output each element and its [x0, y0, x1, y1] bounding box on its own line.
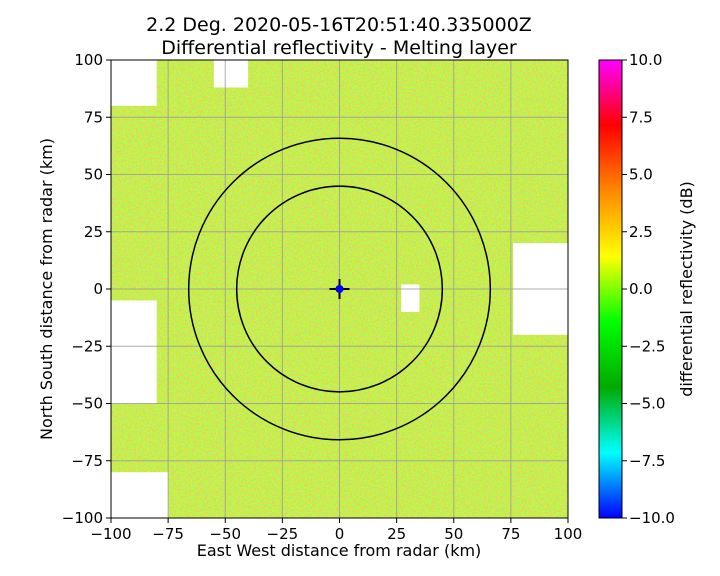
- colorbar-tick-label: 7.5: [629, 108, 653, 126]
- y-tick-label: −50: [71, 395, 103, 413]
- no-data-mid-right: [401, 284, 420, 312]
- y-axis-label: North South distance from radar (km): [37, 138, 56, 440]
- colorbar-tick-label: 2.5: [629, 223, 653, 241]
- colorbar-ticks: −10.0 −7.5 −5.0 −2.5 0.0 2.5 5.0 7.5 10.0: [622, 51, 675, 527]
- y-tick-label: 0: [93, 280, 103, 298]
- x-tick-label: 50: [444, 525, 463, 543]
- radar-marker: [329, 279, 350, 299]
- x-tick-label: 75: [501, 525, 520, 543]
- x-tick-label: 25: [387, 525, 406, 543]
- x-tick-label: −25: [267, 525, 299, 543]
- colorbar-tick-label: 0.0: [629, 280, 653, 298]
- y-tick-label: −100: [62, 509, 103, 527]
- colorbar-tick-label: 10.0: [629, 51, 662, 69]
- x-tick-label: −50: [209, 525, 241, 543]
- y-tick-label: −25: [71, 337, 103, 355]
- y-axis-ticks: −100 −75 −50 −25 0 25 50 75 100: [62, 51, 111, 527]
- colorbar-label: differential reflectivity (dB): [677, 181, 696, 397]
- colorbar-tick-label: −2.5: [629, 337, 665, 355]
- x-tick-label: 100: [554, 525, 583, 543]
- y-tick-label: 25: [84, 223, 103, 241]
- colorbar-tick-label: −7.5: [629, 452, 665, 470]
- radar-marker-dot: [335, 285, 344, 293]
- colorbar-tick-label: 5.0: [629, 166, 653, 184]
- no-data-top-edge: [213, 60, 249, 88]
- x-tick-label: −75: [152, 525, 184, 543]
- chart-title-line2: Differential reflectivity - Melting laye…: [161, 37, 517, 59]
- x-tick-label: −100: [90, 525, 131, 543]
- y-tick-label: 50: [84, 166, 103, 184]
- no-data-left-gap: [111, 300, 157, 404]
- range-ring: [187, 137, 492, 441]
- colorbar-tick-label: −10.0: [629, 509, 675, 527]
- chart-title-line1: 2.2 Deg. 2020-05-16T20:51:40.335000Z: [146, 14, 532, 36]
- y-tick-label: 100: [74, 51, 103, 69]
- range-ring: [235, 185, 444, 393]
- y-tick-label: −75: [71, 452, 103, 470]
- no-data-bottom-left: [111, 472, 169, 518]
- colorbar: [598, 59, 623, 519]
- colorbar-tick-label: −5.0: [629, 395, 665, 413]
- grid-lines: [111, 60, 568, 518]
- x-axis-label: East West distance from radar (km): [197, 541, 482, 560]
- range-rings: [187, 137, 492, 441]
- no-data-top-left: [111, 60, 157, 106]
- y-tick-label: 75: [84, 108, 103, 126]
- x-axis-ticks: −100 −75 −50 −25 0 25 50 75 100: [90, 518, 582, 543]
- plot-area: [111, 60, 568, 518]
- x-tick-label: 0: [335, 525, 345, 543]
